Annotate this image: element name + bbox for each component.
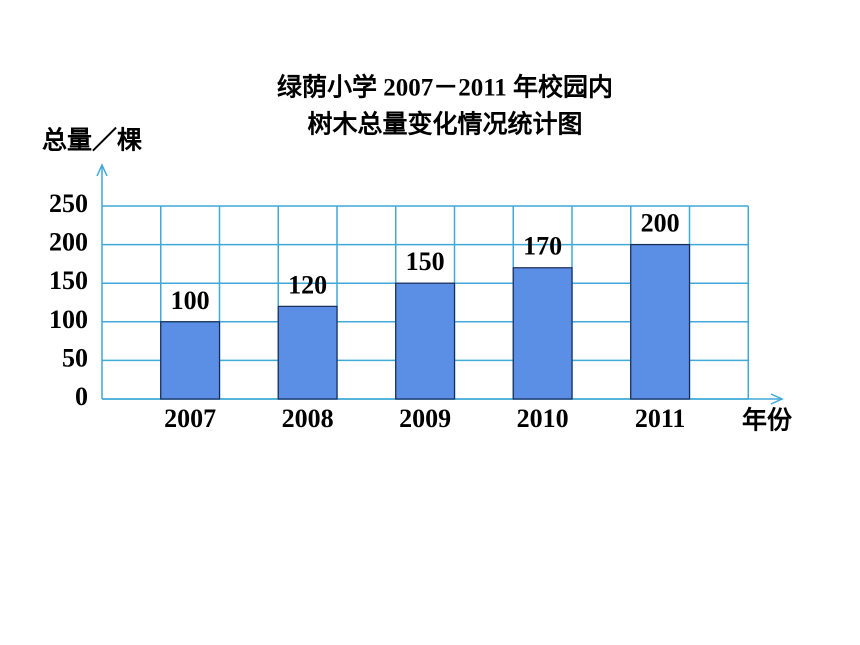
y-tick-label: 0 (75, 382, 88, 411)
x-tick-label: 2008 (282, 404, 334, 433)
bar (512, 267, 573, 400)
bar (160, 321, 221, 400)
bar (395, 282, 456, 400)
bar (277, 305, 338, 400)
y-tick-label: 50 (62, 343, 88, 372)
value-label: 100 (171, 286, 210, 315)
y-axis-label: 总量／棵 (42, 126, 142, 155)
y-tick-label: 150 (49, 266, 88, 295)
x-tick-label: 2007 (164, 404, 216, 433)
value-label: 150 (406, 247, 445, 276)
bar (630, 244, 691, 400)
value-label: 200 (641, 209, 680, 238)
x-axis-arrow (770, 393, 784, 405)
y-axis-arrow (96, 163, 108, 177)
y-tick-label: 100 (49, 305, 88, 334)
y-tick-label: 250 (49, 189, 88, 218)
x-axis-label: 年份 (742, 406, 792, 435)
chart-subtitle: 树木总量变化情况统计图 (307, 110, 582, 139)
value-label: 120 (288, 270, 327, 299)
y-tick-label: 200 (49, 228, 88, 257)
x-tick-label: 2011 (635, 404, 686, 433)
value-label: 170 (523, 232, 562, 261)
x-tick-label: 2009 (399, 404, 451, 433)
x-tick-label: 2010 (517, 404, 569, 433)
chart-title: 绿荫小学 2007－2011 年校园内 (277, 73, 613, 102)
